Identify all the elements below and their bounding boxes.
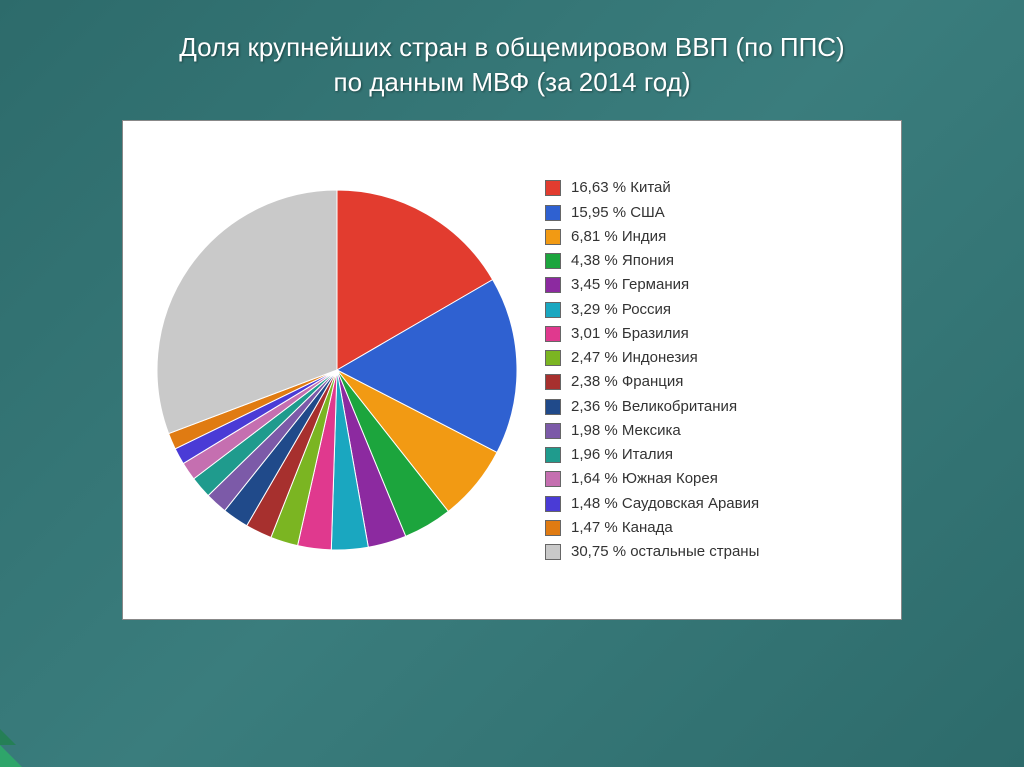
legend-label: 1,47 % Канада (571, 517, 673, 539)
legend-item: 3,45 % Германия (545, 274, 877, 296)
legend-item: 3,01 % Бразилия (545, 323, 877, 345)
legend-swatch (545, 277, 561, 293)
legend-label: 1,64 % Южная Корея (571, 468, 718, 490)
slide: Доля крупнейших стран в общемировом ВВП … (0, 0, 1024, 767)
legend-swatch (545, 253, 561, 269)
legend-swatch (545, 447, 561, 463)
legend-item: 2,36 % Великобритания (545, 396, 877, 418)
title-line-2: по данным МВФ (за 2014 год) (334, 67, 691, 97)
legend-swatch (545, 302, 561, 318)
legend-label: 6,81 % Индия (571, 226, 666, 248)
slide-title: Доля крупнейших стран в общемировом ВВП … (40, 30, 984, 100)
legend-swatch (545, 374, 561, 390)
chart-legend: 16,63 % Китай 15,95 % США6,81 % Индия4,38… (527, 175, 877, 566)
legend-label: 3,45 % Германия (571, 274, 689, 296)
legend-item: 1,96 % Италия (545, 444, 877, 466)
legend-item: 3,29 % Россия (545, 299, 877, 321)
legend-item: 2,47 % Индонезия (545, 347, 877, 369)
legend-item: 30,75 % остальные страны (545, 541, 877, 563)
legend-label: 16,63 % Китай (571, 177, 671, 199)
pie-chart (147, 180, 527, 560)
legend-label: 30,75 % остальные страны (571, 541, 759, 563)
legend-item: 1,47 % Канада (545, 517, 877, 539)
legend-label: 3,01 % Бразилия (571, 323, 689, 345)
legend-swatch (545, 496, 561, 512)
legend-swatch (545, 520, 561, 536)
legend-swatch (545, 423, 561, 439)
legend-item: 2,38 % Франция (545, 371, 877, 393)
legend-label: 2,36 % Великобритания (571, 396, 737, 418)
slide-corner-accent (0, 745, 22, 767)
legend-item: 1,98 % Мексика (545, 420, 877, 442)
legend-item: 4,38 % Япония (545, 250, 877, 272)
legend-swatch (545, 229, 561, 245)
legend-label: 1,48 % Саудовская Аравия (571, 493, 759, 515)
legend-label: 1,96 % Италия (571, 444, 673, 466)
legend-label: 1,98 % Мексика (571, 420, 681, 442)
pie-svg (152, 185, 522, 555)
legend-label: 3,29 % Россия (571, 299, 671, 321)
legend-label: 15,95 % США (571, 202, 665, 224)
legend-item: 1,48 % Саудовская Аравия (545, 493, 877, 515)
legend-item: 15,95 % США (545, 202, 877, 224)
legend-label: 2,38 % Франция (571, 371, 683, 393)
legend-swatch (545, 399, 561, 415)
legend-swatch (545, 180, 561, 196)
chart-container: 16,63 % Китай 15,95 % США6,81 % Индия4,38… (122, 120, 902, 620)
slide-corner-accent-2 (0, 729, 16, 745)
legend-swatch (545, 205, 561, 221)
title-line-1: Доля крупнейших стран в общемировом ВВП … (179, 32, 844, 62)
legend-label: 4,38 % Япония (571, 250, 674, 272)
legend-item: 16,63 % Китай (545, 177, 877, 199)
legend-item: 6,81 % Индия (545, 226, 877, 248)
legend-label: 2,47 % Индонезия (571, 347, 698, 369)
legend-swatch (545, 544, 561, 560)
legend-swatch (545, 350, 561, 366)
legend-swatch (545, 326, 561, 342)
legend-swatch (545, 471, 561, 487)
legend-item: 1,64 % Южная Корея (545, 468, 877, 490)
